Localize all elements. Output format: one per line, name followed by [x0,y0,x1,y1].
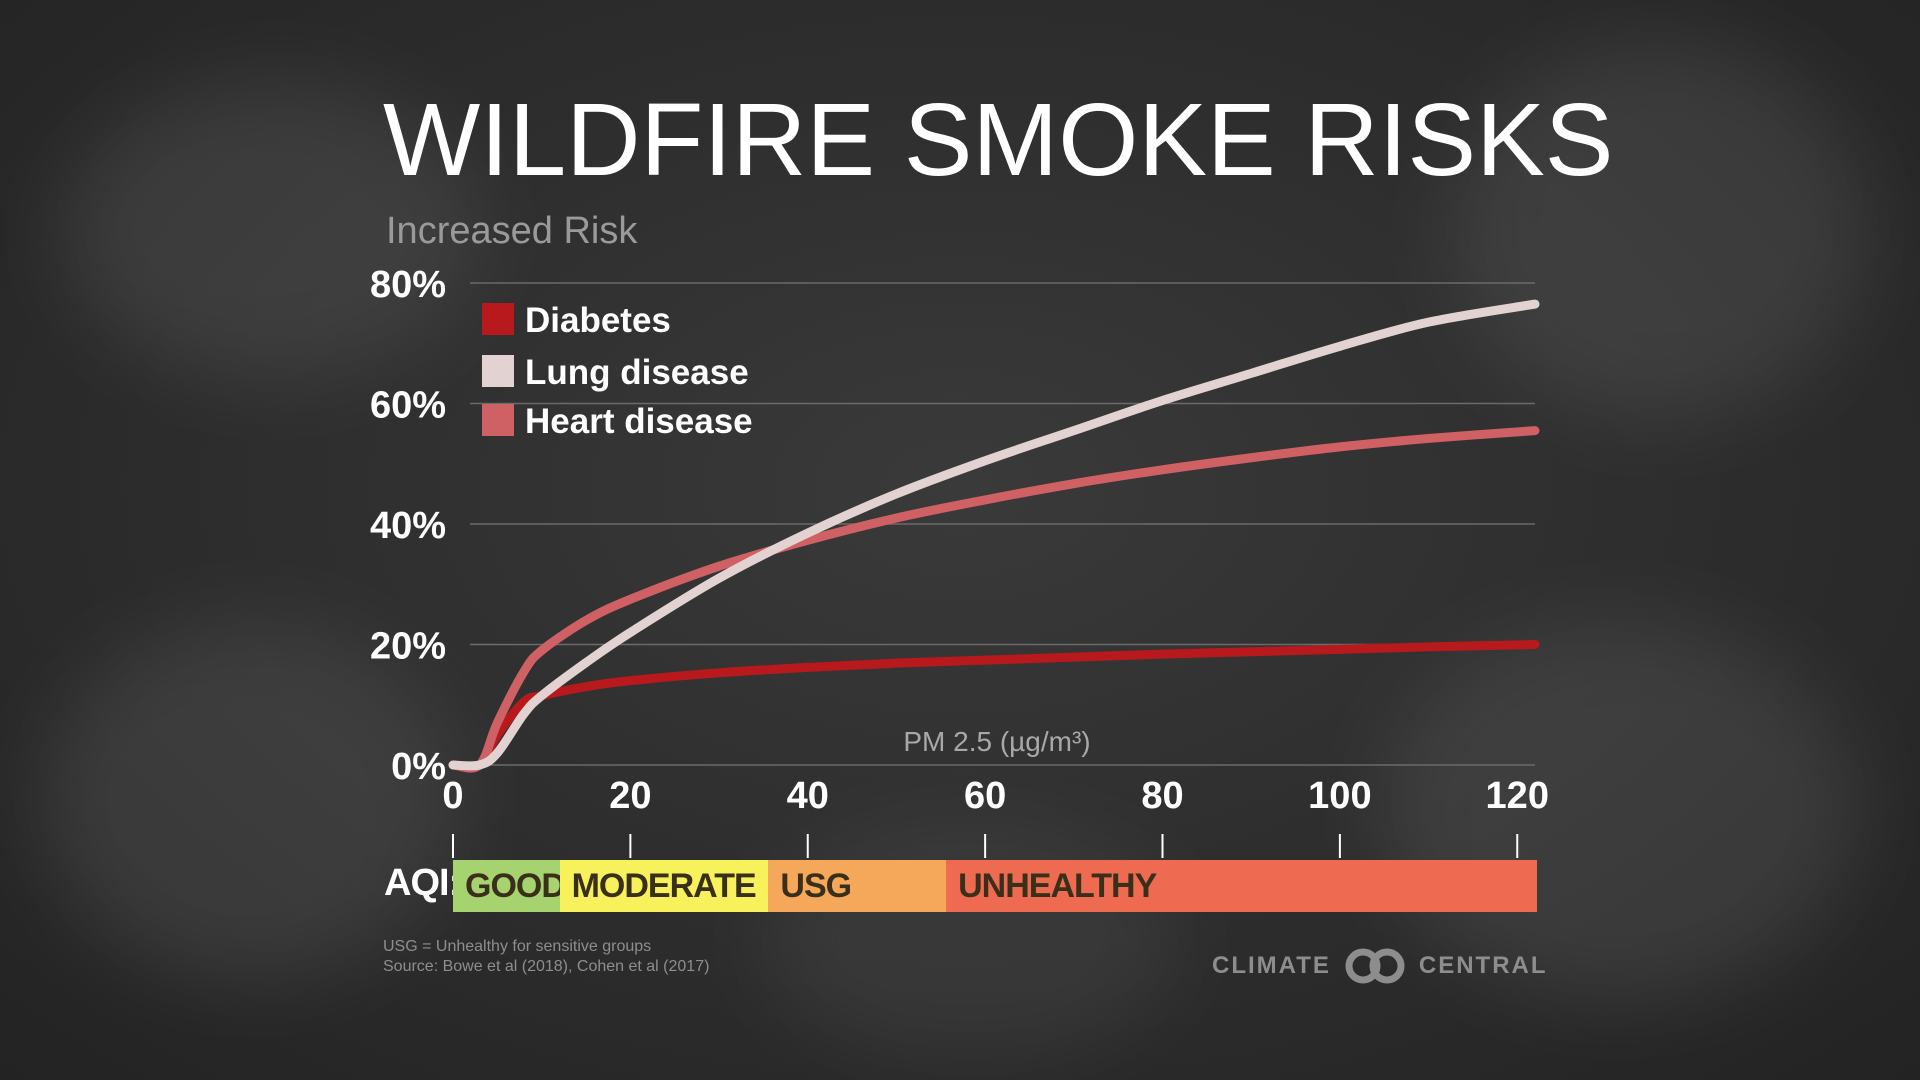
y-tick-label: 60% [370,385,446,427]
x-axis-ticks: 0 20 40 60 80 100 120 [442,775,1549,817]
aqi-segment-usg: USG [768,860,947,912]
chart-title: WILDFIRE SMOKE RISKS [383,82,1614,197]
smoke-texture [1380,620,1860,1000]
smoke-texture [1450,40,1870,420]
y-tick-label: 20% [370,626,446,668]
aqi-scale-bar: GOOD MODERATE USG UNHEALTHY [453,860,1537,912]
x-tick-label: 100 [1308,775,1371,817]
x-axis-title: PM 2.5 (µg/m³) [903,726,1090,757]
climate-central-logo: CLIMATE CENTRAL [1212,948,1548,984]
legend-label: Heart disease [525,402,753,441]
aqi-ticks [452,834,1519,858]
legend-swatch [482,303,514,335]
x-tick-label: 0 [442,775,463,817]
smoke-texture [40,620,460,980]
legend-swatch [482,404,514,436]
x-tick-label: 20 [609,775,651,817]
aqi-segment-moderate: MODERATE [559,860,769,912]
series-line-diabetes [448,640,1540,772]
y-axis-title: Increased Risk [386,210,638,252]
aqi-segment-good: GOOD [453,860,560,912]
series-lines [448,299,1540,773]
aqi-segment-unhealthy: UNHEALTHY [946,860,1537,912]
x-tick-label: 40 [787,775,829,817]
y-tick-label: 80% [370,264,446,306]
x-tick-label: 120 [1486,775,1549,817]
footnote-source: Source: Bowe et al (2018), Cohen et al (… [383,958,710,975]
y-axis-ticks: 0% 20% 40% 60% 80% [370,264,446,788]
x-tick-label: 80 [1141,775,1183,817]
y-tick-label: 0% [391,746,446,788]
series-line-heart-disease [448,426,1540,773]
logo-text-left: CLIMATE [1212,952,1331,979]
footnote: USG = Unhealthy for sensitive groups Sou… [383,937,709,977]
legend: Diabetes Lung disease Heart disease [482,301,753,441]
legend-label: Lung disease [525,353,749,392]
legend-swatch [482,355,514,387]
footnote-usg: USG = Unhealthy for sensitive groups [383,938,652,955]
logo-text-right: CENTRAL [1418,952,1548,979]
x-tick-label: 60 [964,775,1006,817]
aqi-label: AQI: [384,862,461,904]
series-line-lung-disease [448,299,1540,771]
logo-rings-icon [1345,948,1405,984]
smoke-texture [60,80,480,380]
legend-label: Diabetes [525,301,671,340]
y-tick-label: 40% [370,505,446,547]
